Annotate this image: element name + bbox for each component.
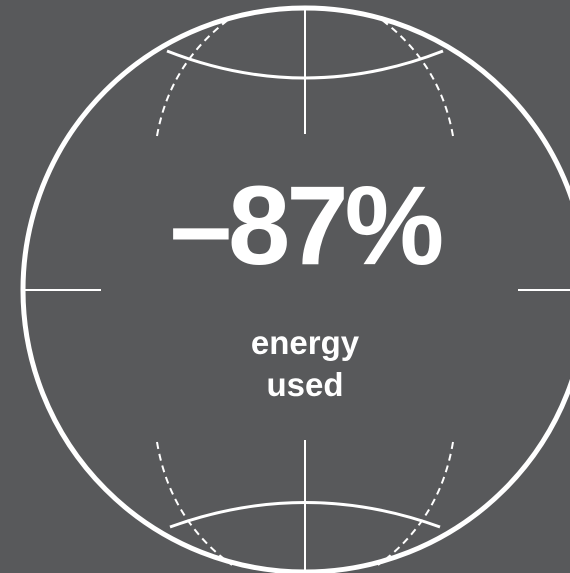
- globe-meridian-bottom-left: [156, 441, 233, 566]
- stat-caption: energy used: [0, 322, 570, 406]
- caption-line-1: energy: [250, 324, 360, 361]
- globe-outline: [20, 5, 570, 573]
- globe-meridian-top-right: [377, 16, 454, 137]
- stat-value: –87%: [169, 163, 444, 288]
- caption-line-2: used: [266, 366, 344, 403]
- globe-meridian-top-left: [156, 16, 233, 137]
- globe-meridian-bottom-right: [377, 441, 454, 566]
